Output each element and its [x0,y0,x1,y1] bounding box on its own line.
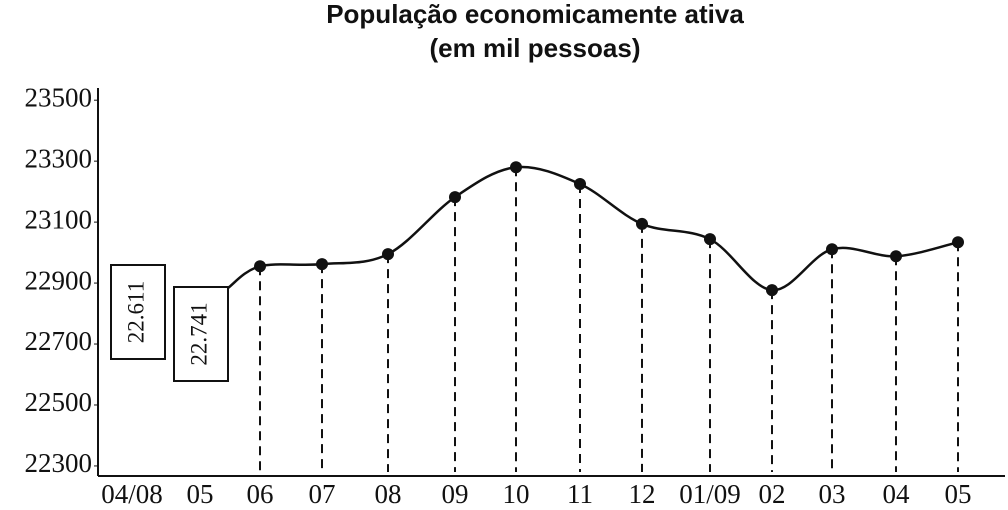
data-point [952,236,964,249]
y-tick-label: 22300 [25,448,93,478]
data-point [574,178,586,191]
x-tick-label: 09 [442,479,469,509]
data-point [449,191,461,204]
x-tick-label: 05 [187,479,214,509]
x-tick-label: 06 [247,479,274,509]
x-tick-label: 03 [819,479,846,509]
data-point [636,217,648,230]
data-point [890,250,902,263]
x-tick-label: 04/08 [101,479,163,509]
x-tick-label: 08 [375,479,402,509]
value-box [173,286,229,382]
chart-subtitle: (em mil pessoas) [430,33,641,63]
x-tick-label: 05 [945,479,972,509]
data-point [826,243,838,256]
x-tick-label: 10 [503,479,530,509]
y-tick-label: 22900 [25,265,93,295]
chart-title: População economicamente ativa [326,0,744,29]
y-tick-label: 22500 [25,387,93,417]
y-tick-label: 23300 [25,143,93,173]
data-point [316,258,328,271]
x-tick-label: 07 [309,479,336,509]
x-tick-label: 01/09 [679,479,741,509]
x-tick-label: 12 [629,479,656,509]
x-tick-label: 11 [567,479,593,509]
value-label: 22.611 [123,281,148,343]
data-point [510,161,522,174]
data-line [227,165,959,292]
data-point [704,233,716,246]
y-tick-label: 22700 [25,326,93,356]
y-tick-label: 23500 [25,82,93,112]
data-point [382,248,394,261]
value-label: 22.741 [186,302,211,365]
value-box [110,264,166,360]
x-tick-label: 04 [883,479,911,509]
data-point [254,260,266,273]
x-tick-label: 02 [759,479,786,509]
y-tick-label: 23100 [25,204,93,234]
data-point [766,284,778,297]
